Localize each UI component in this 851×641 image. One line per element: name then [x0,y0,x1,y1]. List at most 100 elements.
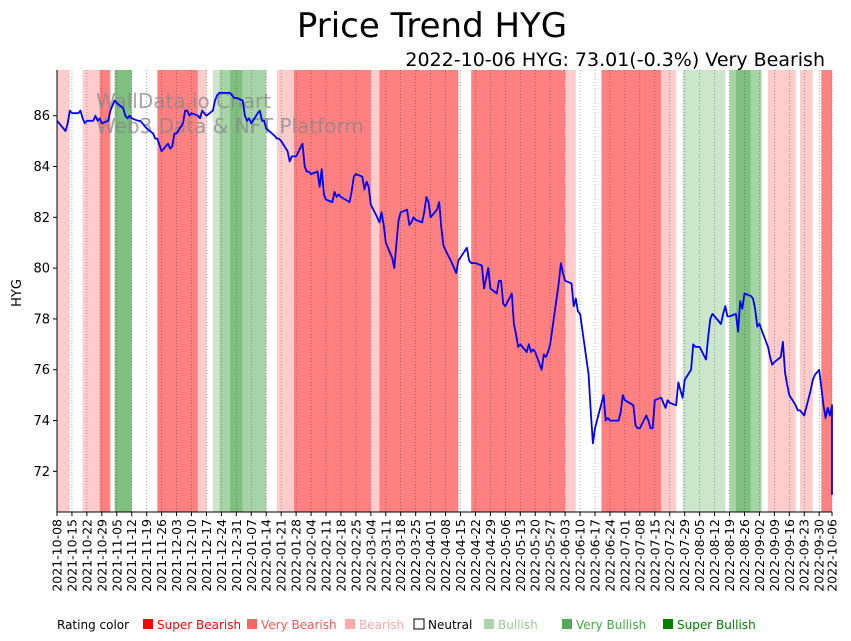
x-tick-label: 2022-09-16 [782,519,797,592]
x-tick-label: 2022-05-27 [543,519,558,592]
legend-label-super-bearish: Super Bearish [157,618,241,632]
x-tick-label: 2021-12-24 [214,519,229,592]
legend-swatch-bullish [484,619,494,629]
x-tick-label: 2021-12-03 [169,519,184,592]
x-tick-label: 2022-07-29 [677,519,692,592]
x-tick-label: 2022-02-11 [319,519,334,592]
rating-band-very-bullish [729,70,736,512]
rating-band-bearish [276,70,294,512]
legend-label-super-bullish: Super Bullish [677,618,756,632]
x-tick-label: 2022-02-18 [334,519,349,592]
legend-label-very-bullish: Very Bullish [576,618,646,632]
x-tick-label: 2022-04-01 [423,519,438,592]
x-tick-label: 2022-04-22 [468,519,483,592]
rating-band-bearish [370,70,380,512]
rating-band-bullish [212,70,220,512]
x-tick-label: 2022-02-25 [348,519,363,592]
x-tick-label: 2021-12-10 [184,519,199,592]
legend-swatch-very-bearish [247,619,257,629]
rating-band-very-bullish [242,70,267,512]
x-tick-label: 2021-10-29 [94,519,109,592]
x-tick-label: 2021-12-31 [229,519,244,592]
x-tick-label: 2022-05-13 [513,519,528,592]
x-tick-label: 2021-11-19 [139,519,154,592]
rating-band-bearish [661,70,677,512]
y-tick-label: 82 [33,211,50,226]
rating-band-bearish [767,70,783,512]
rating-band-bearish [82,70,102,512]
x-tick-label: 2022-06-03 [558,519,573,592]
x-tick-label: 2022-04-08 [438,519,453,592]
y-tick-label: 74 [33,414,50,429]
x-tick-label: 2022-09-23 [797,519,812,592]
rating-band-very-bearish [293,70,371,512]
rating-band-very-bullish [750,70,762,512]
x-tick-label: 2022-01-28 [289,519,304,592]
x-tick-label: 2022-05-20 [528,519,543,592]
x-tick-label: 2021-10-08 [50,519,65,592]
x-tick-label: 2022-08-19 [722,519,737,592]
rating-band-bearish [565,70,576,512]
legend-label-neutral: Neutral [428,618,472,632]
x-tick-label: 2022-01-21 [274,519,289,592]
x-tick-label: 2022-04-29 [483,519,498,592]
x-tick-label: 2022-03-04 [363,519,378,592]
y-tick-label: 76 [33,363,50,378]
rating-band-bearish [57,70,70,512]
chart-subtitle: 2022-10-06 HYG: 73.01(-0.3%) Very Bearis… [405,49,825,71]
rating-band-bearish [197,70,207,512]
price-series [56,92,833,496]
rating-band-bearish [799,70,813,512]
x-tick-label: 2022-01-14 [259,519,274,592]
x-tick-label: 2022-09-09 [767,519,782,592]
watermark-line: WallData.io Chart [96,89,271,113]
x-tick-label: 2022-02-04 [304,519,319,592]
y-tick-label: 86 [33,109,50,124]
y-tick-label: 72 [33,465,50,480]
x-tick-label: 2022-06-24 [603,519,618,592]
x-tick-label: 2021-10-22 [79,519,94,592]
rating-band-super-bullish [114,70,132,512]
legend-swatch-bearish [345,619,355,629]
chart-title: Price Trend HYG [297,6,567,46]
y-tick-label: 78 [33,312,50,327]
x-tick-label: 2022-08-05 [692,519,707,592]
legend-swatch-super-bullish [663,619,673,629]
x-tick-label: 2022-07-08 [632,519,647,592]
y-axis-label: HYG [10,279,25,307]
legend-label-bullish: Bullish [498,618,538,632]
y-tick-label: 84 [33,160,50,175]
rating-legend: Rating color Super Bearish Very Bearish Bea… [57,618,756,632]
y-tick-label: 80 [33,262,50,277]
watermark-line: Web3 Data & NFT Platform [96,114,364,138]
rating-band-bullish [682,70,726,512]
x-tick-label: 2022-07-15 [647,519,662,592]
x-tick-label: 2022-06-10 [573,519,588,592]
rating-bands [57,70,832,512]
x-tick-label: 2021-11-12 [124,519,139,592]
x-tick-label: 2022-08-26 [737,519,752,592]
legend-swatch-very-bullish [562,619,572,629]
x-tick-label: 2022-09-02 [752,519,767,592]
rating-band-very-bearish [379,70,459,512]
legend-label-very-bearish: Very Bearish [261,618,337,632]
legend-title: Rating color [57,618,129,632]
x-tick-label: 2022-01-07 [244,519,259,592]
rating-band-very-bearish [601,70,662,512]
x-tick-label: 2022-05-06 [498,519,513,592]
rating-band-very-bullish [219,70,230,512]
x-tick-label: 2022-04-15 [453,519,468,592]
rating-band-very-bearish [471,70,566,512]
x-tick-label: 2022-07-01 [617,519,632,592]
x-tick-label: 2022-03-11 [378,519,393,592]
x-tick-label: 2022-08-12 [707,519,722,592]
x-tick-label: 2021-11-26 [154,519,169,592]
rating-band-very-bearish [157,70,198,512]
rating-band-super-bullish [229,70,243,512]
x-tick-label: 2022-03-18 [393,519,408,592]
x-tick-label: 2021-11-05 [109,519,124,592]
x-tick-label: 2022-10-06 [825,519,840,592]
